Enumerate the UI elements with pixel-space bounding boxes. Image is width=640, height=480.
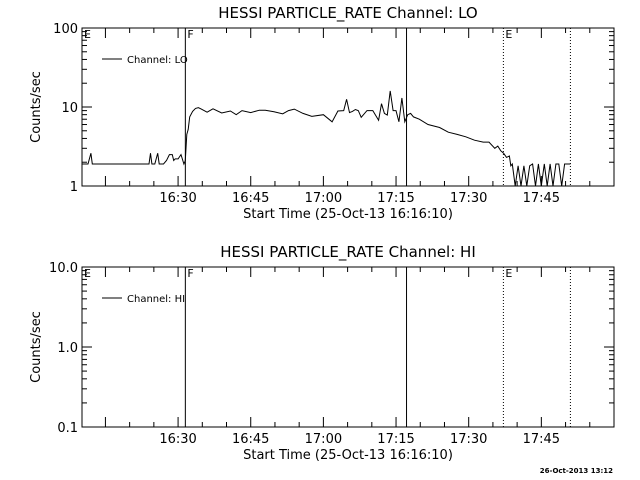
hi-channel-panel: HESSI PARTICLE_RATE Channel: HI 0.1 1.0 10.… xyxy=(29,243,615,463)
y-tick-label: 10.0 xyxy=(49,261,78,276)
plot-frame xyxy=(81,266,615,428)
legend-entry: Channel: LO xyxy=(127,55,188,66)
chart-title: HESSI PARTICLE_RATE Channel: LO xyxy=(218,4,477,23)
footer-timestamp: 26-Oct-2013 13:12 xyxy=(540,467,613,475)
y-tick-label: 10 xyxy=(61,101,78,116)
x-tick-label: 17:15 xyxy=(377,432,414,447)
y-tick-label: 1 xyxy=(70,180,78,195)
event-marker-label: E xyxy=(84,267,91,280)
x-tick-label: 17:30 xyxy=(450,191,487,206)
lo-channel-panel: HESSI PARTICLE_RATE Channel: LO 1 10 100 16:… xyxy=(29,4,615,222)
x-tick-label: 17:00 xyxy=(305,432,342,447)
y-tick-label: 1.0 xyxy=(57,341,78,356)
y-tick-label: 0.1 xyxy=(57,421,78,436)
event-marker-label: E xyxy=(84,28,91,41)
x-axis-label: Start Time (25-Oct-13 16:16:10) xyxy=(243,207,453,222)
event-marker-label: E xyxy=(505,267,512,280)
legend-entry: Channel: HI xyxy=(127,294,185,305)
chart-title: HESSI PARTICLE_RATE Channel: HI xyxy=(220,243,476,262)
event-marker-label: F xyxy=(187,267,193,280)
x-tick-label: 16:45 xyxy=(232,191,269,206)
x-tick-label: 17:15 xyxy=(377,191,414,206)
series-line-1 xyxy=(82,90,571,187)
y-axis-label: Counts/sec xyxy=(29,311,44,383)
x-tick-label: 16:30 xyxy=(159,191,196,206)
x-tick-label: 16:45 xyxy=(232,432,269,447)
x-tick-label: 17:45 xyxy=(523,191,560,206)
x-axis-label: Start Time (25-Oct-13 16:16:10) xyxy=(243,448,453,463)
x-tick-label: 17:30 xyxy=(450,432,487,447)
x-tick-label: 17:45 xyxy=(523,432,560,447)
x-tick-label: 16:30 xyxy=(159,432,196,447)
x-tick-label: 17:00 xyxy=(305,191,342,206)
y-axis-label: Counts/sec xyxy=(29,71,44,143)
y-tick-label: 100 xyxy=(53,22,78,37)
event-marker-label: F xyxy=(187,28,193,41)
event-marker-label: E xyxy=(505,28,512,41)
